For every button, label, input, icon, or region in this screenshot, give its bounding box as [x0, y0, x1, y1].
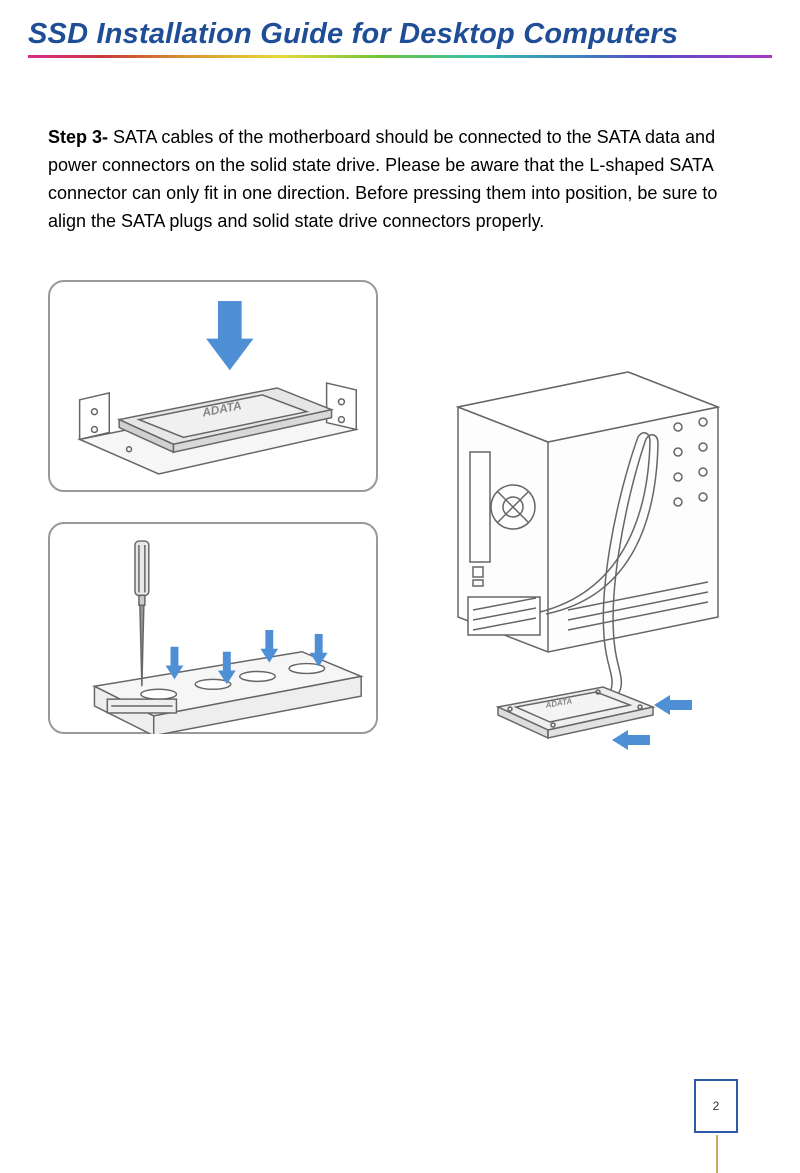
step-label: Step 3-: [48, 127, 108, 147]
page-content: Step 3- SATA cables of the motherboard s…: [0, 64, 800, 752]
footer-tick: [716, 1135, 718, 1173]
ssd-bracket-illustration: ADATA: [50, 280, 376, 492]
page-number-box: 2: [694, 1079, 738, 1133]
figure-tower-cables: ADATA: [418, 352, 738, 752]
tower-illustration: ADATA: [418, 352, 738, 752]
screw-ssd-illustration: [50, 522, 376, 734]
screwdriver-icon: [135, 541, 149, 686]
header-divider: [28, 55, 772, 58]
figure-screw-ssd: [48, 522, 378, 734]
figures-left-column: ADATA: [48, 280, 378, 734]
step-paragraph: Step 3- SATA cables of the motherboard s…: [48, 124, 752, 236]
down-arrow-icon: [206, 301, 253, 370]
page-title: SSD Installation Guide for Desktop Compu…: [28, 18, 772, 51]
page-number: 2: [713, 1099, 720, 1113]
figure-ssd-into-bracket: ADATA: [48, 280, 378, 492]
figures-row: ADATA: [48, 280, 752, 752]
step-body-text: SATA cables of the motherboard should be…: [48, 127, 717, 231]
page-header: SSD Installation Guide for Desktop Compu…: [0, 0, 800, 64]
